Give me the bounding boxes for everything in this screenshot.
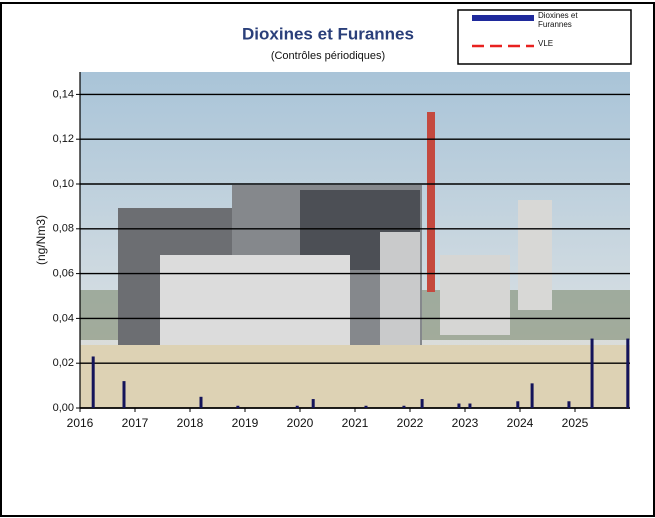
x-tick-label: 2025 — [562, 416, 589, 430]
bar — [530, 383, 534, 408]
bar — [311, 399, 315, 408]
chart-title: Dioxines et Furannes — [242, 24, 414, 43]
x-tick-label: 2019 — [232, 416, 259, 430]
x-tick-label: 2020 — [287, 416, 314, 430]
y-tick-label: 0,14 — [53, 88, 74, 100]
bar — [626, 338, 630, 408]
y-tick-label: 0,06 — [53, 268, 74, 280]
x-tick-label: 2023 — [452, 416, 479, 430]
y-axis-label: (ng/Nm3) — [34, 215, 48, 265]
y-tick-label: 0,02 — [53, 357, 74, 369]
bar — [457, 403, 461, 408]
x-tick-label: 2018 — [177, 416, 204, 430]
bar — [364, 405, 368, 408]
bar — [199, 396, 203, 408]
bar — [236, 405, 240, 408]
bar — [402, 405, 406, 408]
y-tick-label: 0,04 — [53, 312, 74, 324]
y-tick-label: 0,10 — [53, 178, 74, 190]
x-tick-label: 2016 — [67, 416, 94, 430]
legend-entry: VLE — [538, 39, 554, 48]
bar — [468, 403, 472, 408]
bar — [516, 401, 520, 408]
chart-subtitle: (Contrôles périodiques) — [271, 50, 385, 62]
legend-entry: Dioxines et Furannes — [538, 11, 578, 29]
bar — [122, 381, 126, 408]
x-tick-label: 2021 — [342, 416, 369, 430]
x-tick-label: 2017 — [122, 416, 149, 430]
x-tick-label: 2022 — [397, 416, 424, 430]
y-tick-label: 0,08 — [53, 223, 74, 235]
photo-background — [80, 72, 630, 408]
y-tick-label: 0,00 — [53, 402, 74, 414]
legend: Dioxines et Furannes VLE — [457, 9, 632, 65]
y-tick-label: 0,12 — [53, 133, 74, 145]
bar — [91, 356, 95, 408]
bar — [567, 401, 571, 408]
legend-swatch — [472, 15, 534, 21]
x-tick-label: 2024 — [507, 416, 534, 430]
bar — [590, 338, 594, 408]
legend-label: Dioxines et Furannes — [538, 11, 578, 29]
legend-label: VLE — [538, 39, 554, 48]
bar — [295, 405, 299, 408]
bar — [420, 399, 424, 408]
